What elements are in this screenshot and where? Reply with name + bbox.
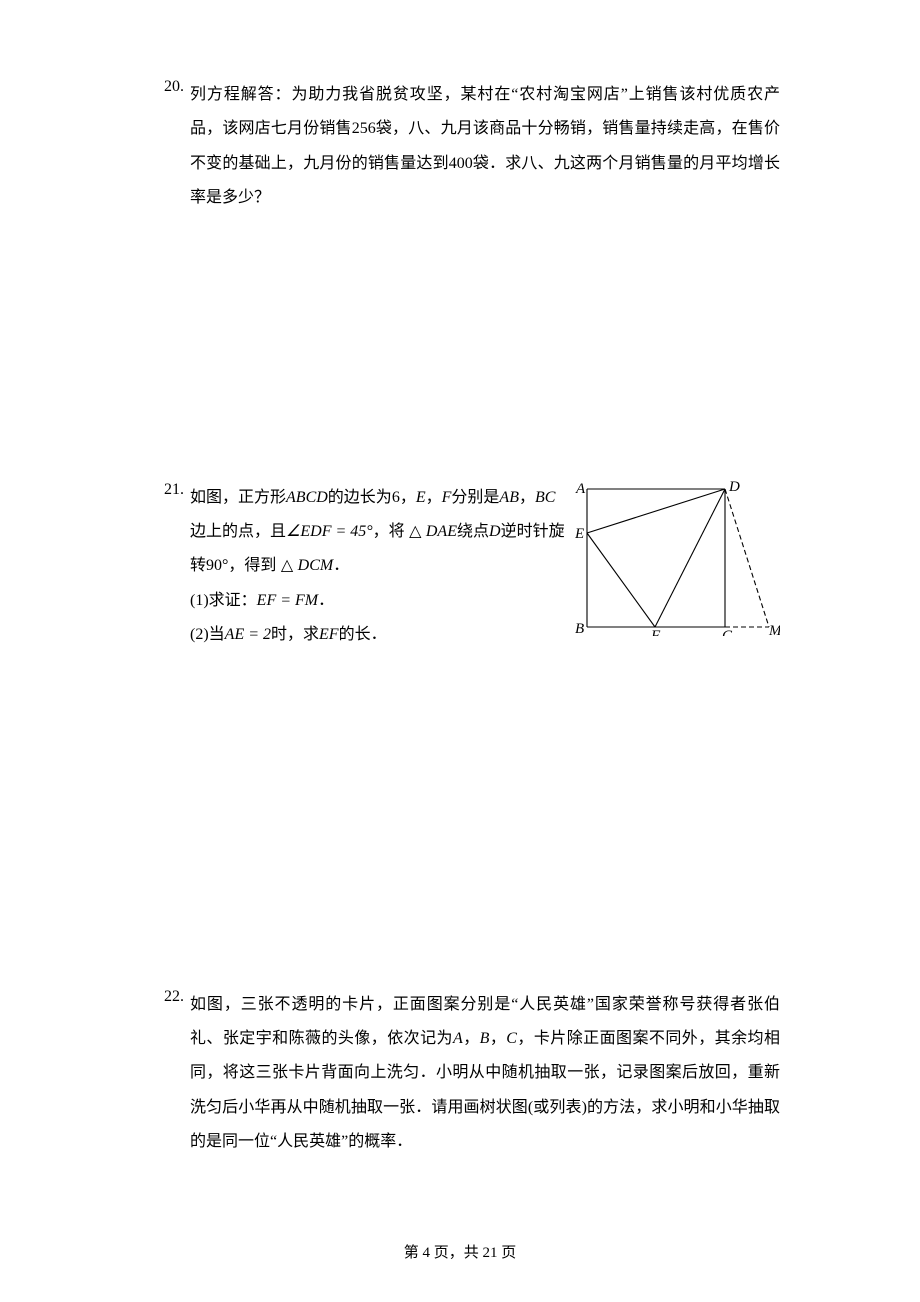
txt: ，: [519, 489, 535, 506]
p22-text: 如图，三张不透明的卡片，正面图案分别是“人民英雄”国家荣誉称号获得者张伯礼、张定…: [190, 988, 780, 1160]
gap-21-22: [150, 653, 780, 988]
problem-body-22: 如图，三张不透明的卡片，正面图案分别是“人民英雄”国家荣誉称号获得者张伯礼、张定…: [190, 988, 780, 1160]
p21-sub1: (1)求证：EF = FM．: [190, 584, 565, 618]
svg-text:F: F: [650, 628, 661, 636]
footer-page-num: 4: [422, 1245, 430, 1261]
txt: 时，求: [271, 626, 319, 643]
txt: 边上的点，且: [190, 523, 286, 540]
triangle-icon: △: [405, 523, 426, 540]
math-F: F: [442, 489, 452, 506]
figure-21: A D E B F C M: [575, 481, 780, 636]
svg-text:M: M: [768, 623, 780, 636]
page-footer: 第 4 页，共 21 页: [0, 1241, 920, 1262]
footer-prefix: 第: [404, 1245, 423, 1261]
svg-text:D: D: [728, 481, 740, 495]
math-BC: BC: [535, 489, 555, 506]
svg-text:C: C: [722, 628, 733, 636]
p21-line3: 转90°，得到 △ DCM．: [190, 549, 565, 583]
txt: 的长．: [339, 626, 387, 643]
footer-mid: 页，共: [430, 1245, 483, 1261]
txt: ，: [463, 1030, 480, 1047]
math-AB: AB: [499, 489, 519, 506]
math-D: D: [489, 523, 501, 540]
svg-text:A: A: [575, 481, 586, 497]
gap-20-21: [150, 216, 780, 481]
txt: ，将: [373, 523, 405, 540]
page: 20. 列方程解答：为助力我省脱贫攻坚，某村在“农村淘宝网店”上销售该村优质农产…: [0, 0, 920, 1302]
problem-number-21: 21.: [150, 481, 190, 499]
txt: ，: [489, 1030, 506, 1047]
footer-suffix: 页: [498, 1245, 517, 1261]
triangle-icon: △: [276, 557, 297, 574]
txt: ．: [318, 592, 334, 609]
math-angle: ∠EDF = 45°: [286, 523, 373, 540]
problem-body-21: ADEBFCM 如图，正方形ABCD的边长为6，E，F分别是AB，BC 边上的点…: [190, 481, 780, 653]
problem-21: 21. ADEBFCM 如图，正方形ABCD的边长为6，E，F分别是AB，BC …: [150, 481, 780, 653]
svg-text:B: B: [575, 621, 584, 636]
math-eq: EF = FM: [257, 592, 318, 609]
problem-22: 22. 如图，三张不透明的卡片，正面图案分别是“人民英雄”国家荣誉称号获得者张伯…: [150, 988, 780, 1160]
txt: (1)求证：: [190, 592, 257, 609]
math-abcd: ABCD: [286, 489, 328, 506]
txt: 分别是: [451, 489, 499, 506]
math-DAE: DAE: [426, 523, 457, 540]
p21-line2: 边上的点，且∠EDF = 45°，将 △ DAE绕点D逆时针旋: [190, 515, 565, 549]
txt: ．: [333, 557, 349, 574]
p21-sub2: (2)当AE = 2时，求EF的长．: [190, 618, 565, 652]
problem-20-text: 列方程解答：为助力我省脱贫攻坚，某村在“农村淘宝网店”上销售该村优质农产品，该网…: [190, 78, 780, 216]
problem-number-20: 20.: [150, 78, 190, 96]
txt: 如图，正方形: [190, 489, 286, 506]
math-90: 90°: [206, 557, 228, 574]
problem-number-22: 22.: [150, 988, 190, 1006]
footer-total: 21: [483, 1245, 498, 1261]
txt: ，卡片除正面图案不同外，其余均相同，将这三张卡片背面向上洗匀．小明从中随机抽取一…: [190, 1030, 780, 1150]
math-DCM: DCM: [298, 557, 334, 574]
p21-line1: 如图，正方形ABCD的边长为6，E，F分别是AB，BC: [190, 481, 565, 515]
math-C: C: [506, 1030, 517, 1047]
math-6: 6: [392, 489, 400, 506]
math-A: A: [453, 1030, 463, 1047]
problem-20: 20. 列方程解答：为助力我省脱贫攻坚，某村在“农村淘宝网店”上销售该村优质农产…: [150, 78, 780, 216]
math-B: B: [480, 1030, 490, 1047]
svg-text:E: E: [575, 526, 584, 542]
txt: ，: [426, 489, 442, 506]
math-eq: AE = 2: [225, 626, 271, 643]
txt: 绕点: [457, 523, 489, 540]
txt: ，: [400, 489, 416, 506]
problem-body-20: 列方程解答：为助力我省脱贫攻坚，某村在“农村淘宝网店”上销售该村优质农产品，该网…: [190, 78, 780, 216]
txt: ，得到: [228, 557, 276, 574]
txt: (2)当: [190, 626, 225, 643]
math-E: E: [416, 489, 426, 506]
txt: 转: [190, 557, 206, 574]
math-EF: EF: [319, 626, 339, 643]
txt: 逆时针旋: [501, 523, 565, 540]
txt: 的边长为: [328, 489, 392, 506]
